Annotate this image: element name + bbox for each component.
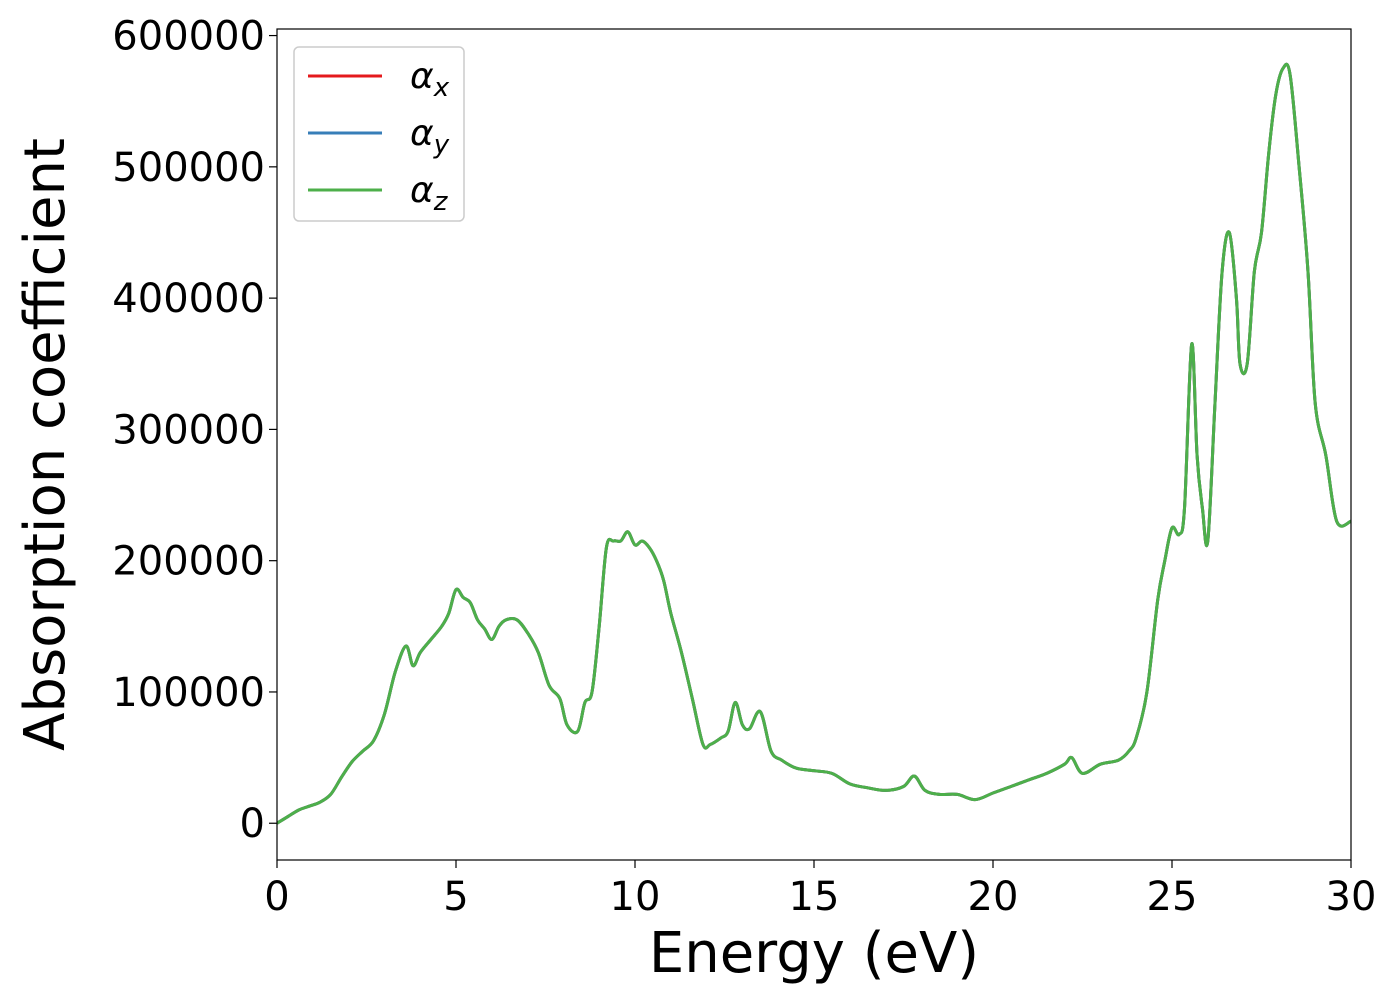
- legend-subscript: y: [433, 130, 450, 160]
- series-line-alpha-z: [277, 62, 1351, 825]
- y-tick-label: 400000: [112, 276, 265, 322]
- y-tick-label: 500000: [112, 145, 265, 191]
- legend-subscript: z: [433, 187, 449, 217]
- x-tick-label: 0: [264, 874, 289, 920]
- axis-ticks: 0 5 10 15 20 25 30 0 100000 200000 300000 400000 500…: [112, 14, 1376, 920]
- y-tick-label: 300000: [112, 407, 265, 453]
- x-tick-label: 30: [1326, 874, 1377, 920]
- x-tick-label: 5: [443, 874, 468, 920]
- legend-label-alpha-y: αy: [410, 113, 450, 160]
- legend-alpha-symbol: α: [410, 113, 434, 154]
- legend-subscript: x: [433, 73, 450, 103]
- x-tick-label: 15: [789, 874, 840, 920]
- x-tick-label: 25: [1147, 874, 1198, 920]
- legend-label-alpha-z: αz: [410, 170, 449, 217]
- legend-label-alpha-x: αx: [410, 56, 450, 103]
- y-tick-label: 200000: [112, 539, 265, 585]
- y-tick-label: 0: [240, 801, 265, 847]
- legend-alpha-symbol: α: [410, 56, 434, 97]
- y-tick-label: 600000: [112, 14, 265, 60]
- y-tick-label: 100000: [112, 670, 265, 716]
- legend-alpha-symbol: α: [410, 170, 434, 211]
- x-tick-label: 20: [968, 874, 1019, 920]
- x-tick-label: 10: [610, 874, 661, 920]
- x-axis-label: Energy (eV): [649, 921, 979, 986]
- y-axis-label: Absorption coefficient: [13, 138, 78, 751]
